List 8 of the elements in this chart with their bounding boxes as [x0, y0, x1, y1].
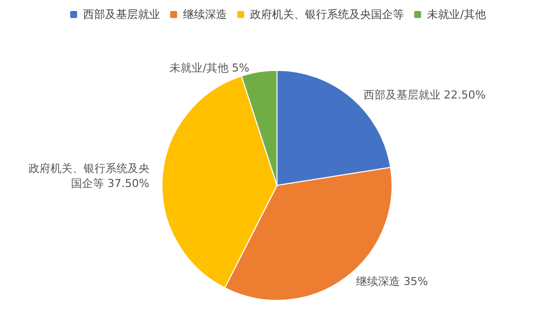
data-label: 继续深造 35%: [356, 275, 428, 288]
data-label: 未就业/其他 5%: [170, 61, 250, 74]
legend-label: 政府机关、银行系统及央国企等: [250, 8, 404, 21]
data-label: 政府机关、银行系统及央国企等 37.50%: [28, 162, 150, 190]
legend-label: 继续深造: [183, 8, 228, 21]
legend-label: 未就业/其他: [427, 8, 486, 21]
legend-label: 西部及基层就业: [83, 8, 160, 21]
data-label: 西部及基层就业 22.50%: [363, 88, 486, 102]
